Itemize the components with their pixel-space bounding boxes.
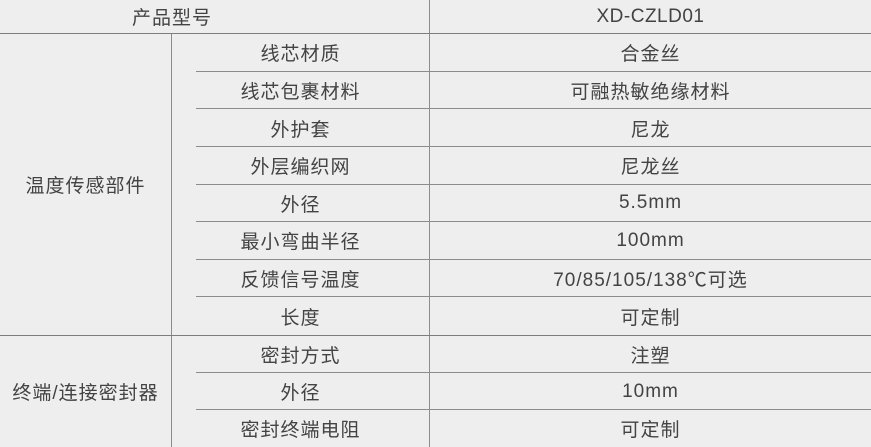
group-label-temperature-sensing: 温度传感部件 (0, 34, 172, 335)
spec-value-cell: 尼龙 (630, 119, 671, 141)
spec-label-cell: 外径 (172, 184, 430, 223)
spec-label-cell: 外层编织网 (172, 146, 430, 185)
spec-rows: 线芯材质 合金丝线芯包裹材料 可融热敏绝缘材料外护套 尼龙外层编织网 尼龙丝外径 5.5m… (172, 34, 871, 335)
spec-value-cell: 可定制 (620, 420, 681, 441)
spec-value-cell: 注塑 (630, 346, 671, 367)
spec-row: 外径 5.5mm (172, 184, 871, 223)
spec-row: 反馈信号温度 70/85/105/138℃可选 (172, 259, 871, 298)
product-model-label: 产品型号 (131, 8, 212, 29)
product-model-row: 产品型号 XD-CZLD01 (0, 0, 871, 34)
spec-rows: 密封方式 注塑外径 10mm 密封终端电阻 可定制 (172, 336, 871, 447)
spec-label-cell: 线芯材质 (172, 34, 430, 72)
spec-row: 线芯包裹材料 可融热敏绝缘材料 (172, 71, 871, 110)
spec-label-cell: 密封终端电阻 (172, 410, 430, 447)
section-temperature-sensing: 温度传感部件 线芯材质 合金丝线芯包裹材料 可融热敏绝缘材料外护套 尼龙外层编织网 尼龙… (0, 34, 871, 336)
spec-row: 密封方式 注塑 (172, 336, 871, 373)
spec-label-cell: 密封方式 (172, 336, 430, 373)
spec-row: 最小弯曲半径 100mm (172, 222, 871, 260)
product-model-label-cell: 产品型号 (0, 0, 430, 33)
spec-label-cell: 外护套 (172, 109, 430, 147)
spec-value-cell: 10mm (622, 380, 679, 402)
spec-value-cell: 100mm (616, 229, 685, 251)
spec-row: 密封终端电阻 可定制 (172, 410, 871, 447)
spec-value-cell: 5.5mm (618, 192, 683, 214)
spec-row: 长度 可定制 (172, 297, 871, 335)
spec-label-cell: 线芯包裹材料 (172, 71, 430, 110)
spec-label-cell: 外径 (172, 373, 430, 410)
spec-value-cell: 可融热敏绝缘材料 (570, 81, 731, 103)
section-terminal-seal: 终端/连接密封器 密封方式 注塑外径 10mm 密封终端电阻 可定制 (0, 336, 871, 447)
spec-value-cell: 尼龙丝 (620, 157, 681, 179)
spec-row: 线芯材质 合金丝 (172, 34, 871, 72)
group-label-terminal-seal: 终端/连接密封器 (0, 336, 172, 447)
spec-row: 外护套 尼龙 (172, 109, 871, 147)
spec-label-cell: 反馈信号温度 (172, 259, 430, 298)
spec-label-cell: 最小弯曲半径 (172, 222, 430, 260)
spec-row: 外层编织网 尼龙丝 (172, 146, 871, 185)
spec-value-cell: 可定制 (620, 307, 681, 329)
spec-row: 外径 10mm (172, 373, 871, 410)
spec-value-cell: 70/85/105/138℃可选 (553, 270, 748, 292)
product-model-value-cell: XD-CZLD01 (596, 5, 705, 27)
spec-label-cell: 长度 (172, 297, 430, 335)
spec-value-cell: 合金丝 (620, 44, 681, 66)
